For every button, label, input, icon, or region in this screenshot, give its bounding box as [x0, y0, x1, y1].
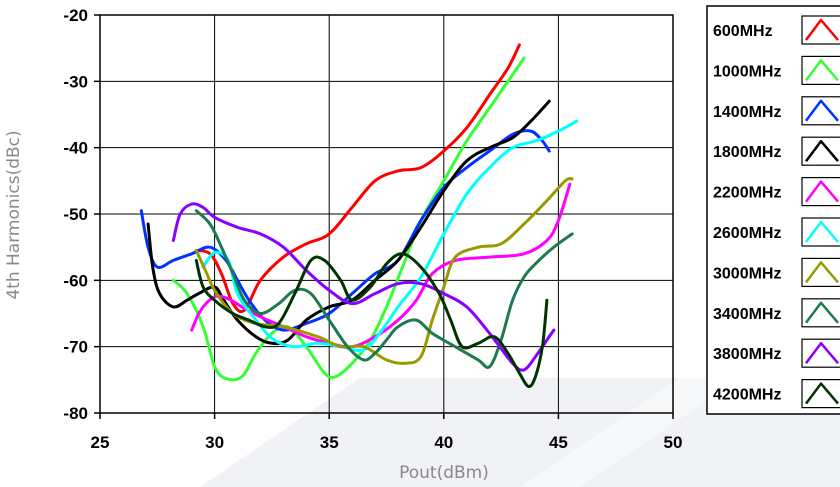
legend-swatch	[805, 301, 839, 324]
y-tick-label: -30	[63, 72, 88, 91]
legend-label: 2200MHz	[713, 185, 781, 202]
legend-swatch	[805, 139, 839, 163]
legend-label: 600MHz	[713, 23, 773, 40]
series-line-2600mhz	[201, 119, 579, 353]
legend-swatch	[805, 220, 839, 243]
legend-label: 1800MHz	[713, 144, 781, 161]
legend-swatch	[805, 180, 839, 203]
legend-label: 3800MHz	[713, 346, 781, 363]
legend: 600MHz 1000MHz 1400MHz 1800MHz 2200MHz 2600MH…	[706, 5, 840, 415]
watermark-stripe	[520, 378, 740, 487]
legend-label: 2600MHz	[713, 225, 781, 242]
series-line-2200mhz	[190, 182, 572, 349]
x-tick-label: 50	[664, 433, 683, 452]
series-line-1000mhz	[171, 56, 526, 382]
x-tick-label: 35	[320, 433, 339, 452]
legend-label: 3000MHz	[713, 265, 781, 282]
y-axis-label: 4th Harmonics(dBc)	[4, 130, 24, 299]
legend-swatch-box	[801, 15, 840, 45]
x-tick-labels: 25 30 35 40 45 50	[91, 413, 683, 452]
series-line-600mhz	[194, 43, 521, 314]
legend-label: 1400MHz	[713, 104, 781, 121]
legend-label: 4200MHz	[713, 387, 781, 404]
legend-swatch	[805, 59, 839, 82]
grid-lines	[99, 14, 674, 414]
series-line-3800mhz	[171, 202, 556, 372]
legend-label: 3400MHz	[713, 306, 781, 323]
series-layer	[139, 43, 579, 389]
y-tick-label: -20	[63, 6, 88, 25]
legend-label: 1000MHz	[713, 63, 781, 80]
x-tick-label: 25	[91, 433, 110, 452]
y-tick-label: -60	[63, 271, 88, 290]
series-line-1400mhz	[139, 129, 551, 332]
y-tick-label: -70	[63, 338, 88, 357]
legend-swatch	[805, 18, 839, 41]
series-line-4200mhz	[194, 252, 549, 389]
legend-swatch	[805, 261, 839, 284]
y-tick-label: -80	[63, 404, 88, 423]
x-tick-label: 40	[434, 433, 453, 452]
legend-swatch	[805, 341, 839, 365]
series-line-3400mhz	[194, 209, 574, 369]
y-tick-label: -50	[63, 205, 88, 224]
legend-swatch	[805, 382, 839, 405]
y-tick-label: -40	[63, 139, 88, 158]
x-tick-label: 30	[205, 433, 224, 452]
y-tick-labels: -20 -30 -40 -50 -60 -70 -80	[63, 6, 100, 423]
x-axis-label: Pout(dBm)	[399, 463, 489, 483]
legend-swatch	[805, 99, 839, 122]
x-tick-label: 45	[549, 433, 568, 452]
